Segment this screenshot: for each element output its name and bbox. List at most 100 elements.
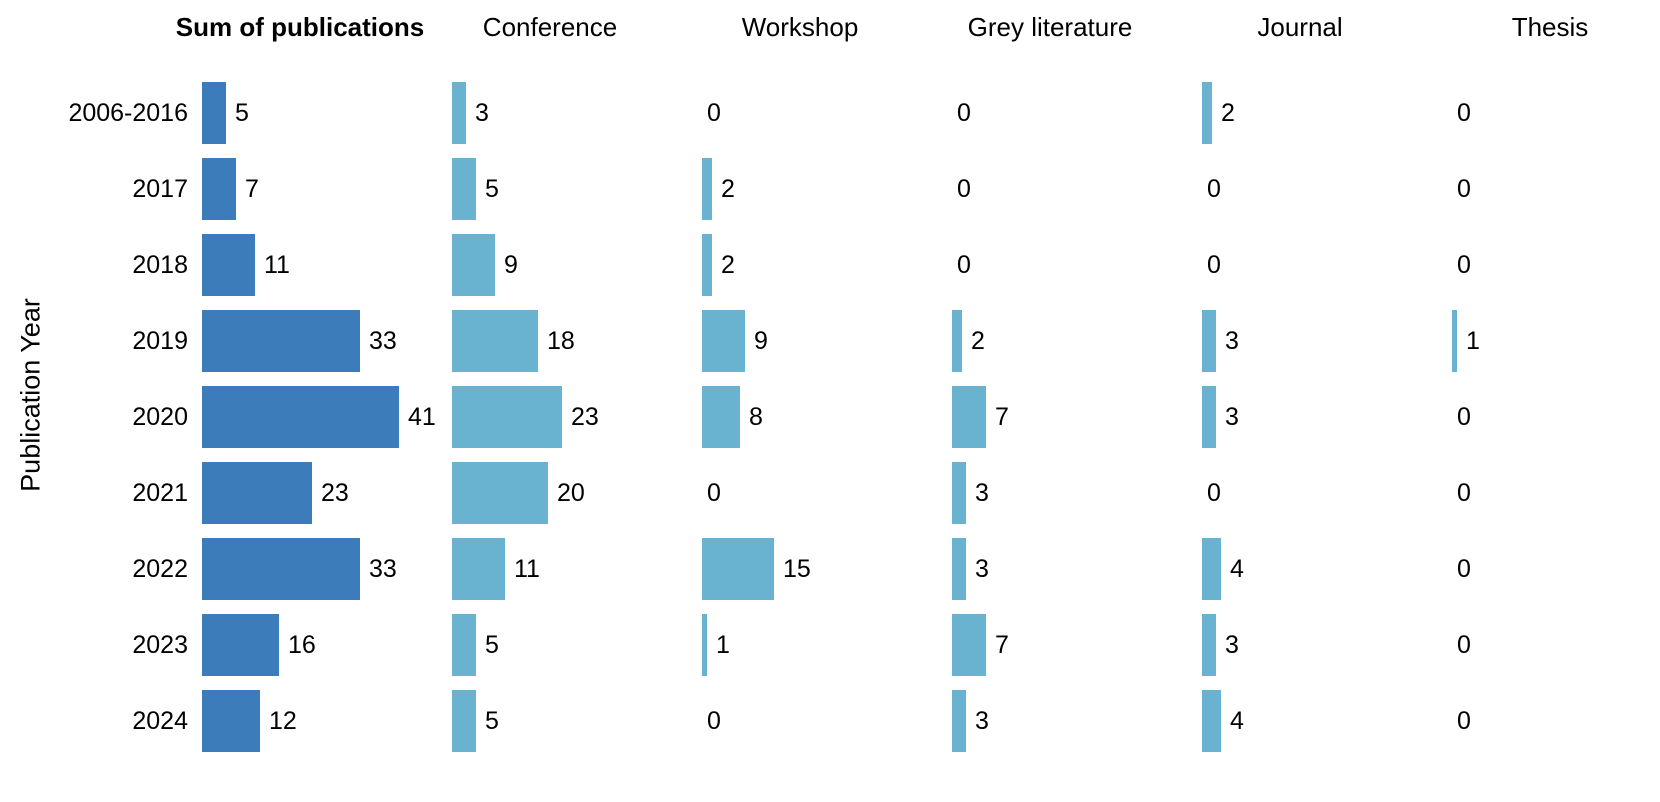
value-label: 23 xyxy=(321,479,349,507)
bar xyxy=(202,310,360,372)
bar xyxy=(702,234,712,296)
bar xyxy=(1202,310,1216,372)
value-label: 2 xyxy=(971,327,985,355)
bar xyxy=(702,614,707,676)
bar xyxy=(452,386,562,448)
value-label: 0 xyxy=(1457,479,1471,507)
value-label: 3 xyxy=(1225,631,1239,659)
value-label: 2 xyxy=(1221,99,1235,127)
year-label: 2019 xyxy=(132,327,188,355)
bar xyxy=(1452,310,1457,372)
value-label: 7 xyxy=(995,631,1009,659)
bar xyxy=(1202,82,1212,144)
value-label: 9 xyxy=(504,251,518,279)
bar xyxy=(452,614,476,676)
bar xyxy=(452,690,476,752)
value-label: 3 xyxy=(975,555,989,583)
year-label: 2017 xyxy=(132,175,188,203)
bar xyxy=(452,310,538,372)
value-label: 5 xyxy=(485,631,499,659)
bar xyxy=(202,690,260,752)
column-header-grey-literature: Grey literature xyxy=(967,12,1133,42)
bar xyxy=(202,386,399,448)
column-header-journal: Journal xyxy=(1257,12,1343,42)
year-label: 2024 xyxy=(132,707,188,735)
value-label: 33 xyxy=(369,327,397,355)
year-label: 2022 xyxy=(132,555,188,583)
bar xyxy=(952,462,966,524)
bar xyxy=(1202,386,1216,448)
value-label: 11 xyxy=(264,251,290,279)
value-label: 0 xyxy=(957,175,971,203)
value-label: 0 xyxy=(707,479,721,507)
bar xyxy=(452,234,495,296)
bar xyxy=(202,462,312,524)
value-label: 0 xyxy=(957,99,971,127)
value-label: 7 xyxy=(995,403,1009,431)
bar xyxy=(452,538,505,600)
value-label: 0 xyxy=(707,99,721,127)
value-label: 0 xyxy=(1457,403,1471,431)
value-label: 33 xyxy=(369,555,397,583)
year-label: 2023 xyxy=(132,631,188,659)
column-header-thesis: Thesis xyxy=(1511,12,1589,42)
bar xyxy=(702,538,774,600)
bar xyxy=(702,310,745,372)
value-label: 0 xyxy=(1457,99,1471,127)
value-label: 7 xyxy=(245,175,259,203)
value-label: 20 xyxy=(557,479,585,507)
year-label: 2020 xyxy=(132,403,188,431)
value-label: 8 xyxy=(749,403,763,431)
bar xyxy=(202,82,226,144)
year-label: 2006-2016 xyxy=(68,99,188,127)
value-label: 4 xyxy=(1230,707,1244,735)
value-label: 16 xyxy=(288,631,316,659)
value-label: 41 xyxy=(408,403,436,431)
value-label: 3 xyxy=(475,99,489,127)
value-label: 9 xyxy=(754,327,768,355)
bar xyxy=(1202,690,1221,752)
value-label: 3 xyxy=(1225,327,1239,355)
bar xyxy=(952,614,986,676)
bar xyxy=(1202,538,1221,600)
bar xyxy=(952,690,966,752)
value-label: 3 xyxy=(1225,403,1239,431)
year-label: 2021 xyxy=(132,479,188,507)
bar xyxy=(1202,614,1216,676)
value-label: 2 xyxy=(721,175,735,203)
bar xyxy=(202,538,360,600)
value-label: 12 xyxy=(269,707,297,735)
value-label: 3 xyxy=(975,707,989,735)
value-label: 15 xyxy=(783,555,811,583)
value-label: 1 xyxy=(716,631,730,659)
bar xyxy=(702,386,740,448)
value-label: 3 xyxy=(975,479,989,507)
value-label: 2 xyxy=(721,251,735,279)
bar xyxy=(452,158,476,220)
bar xyxy=(702,158,712,220)
value-label: 0 xyxy=(1457,175,1471,203)
value-label: 5 xyxy=(485,707,499,735)
value-label: 11 xyxy=(514,555,540,583)
bar xyxy=(952,386,986,448)
value-label: 23 xyxy=(571,403,599,431)
value-label: 0 xyxy=(1457,251,1471,279)
column-header-conference: Conference xyxy=(482,12,618,42)
column-header-workshop: Workshop xyxy=(741,12,859,42)
column-header-sum-of-publications: Sum of publications xyxy=(175,12,425,42)
value-label: 0 xyxy=(1457,631,1471,659)
value-label: 5 xyxy=(485,175,499,203)
value-label: 18 xyxy=(547,327,575,355)
value-label: 5 xyxy=(235,99,249,127)
bar xyxy=(202,614,279,676)
value-label: 0 xyxy=(957,251,971,279)
bar xyxy=(202,234,255,296)
bar xyxy=(952,310,962,372)
bar xyxy=(452,82,466,144)
bar xyxy=(202,158,236,220)
year-label: 2018 xyxy=(132,251,188,279)
value-label: 0 xyxy=(1207,479,1221,507)
value-label: 1 xyxy=(1466,327,1480,355)
value-label: 0 xyxy=(1207,251,1221,279)
bar xyxy=(952,538,966,600)
